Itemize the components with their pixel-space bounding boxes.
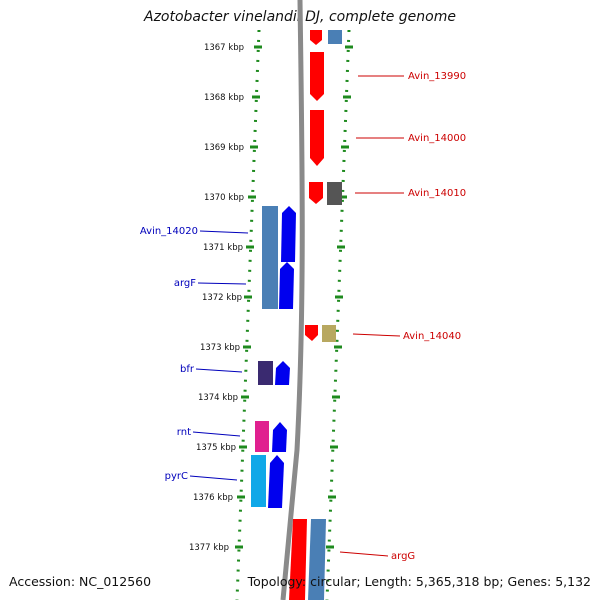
tick-label-1371: 1371 kbp (203, 243, 243, 253)
leader-bfr (195, 368, 243, 373)
chromosome-backbone (280, 0, 305, 600)
gene-bfr-a[interactable] (258, 361, 273, 385)
gene-label-avin-13990[interactable]: Avin_13990 (408, 71, 466, 82)
gene-rnt-a[interactable] (255, 421, 269, 452)
gene-pyrc-a[interactable] (251, 455, 266, 507)
leader-avin-14040 (352, 333, 401, 337)
tick-label-1374: 1374 kbp (198, 393, 238, 403)
tick-label-1375: 1375 kbp (196, 443, 236, 453)
gene-bfr[interactable] (275, 361, 290, 385)
right-axis-line (325, 29, 351, 600)
leader-argg (339, 551, 389, 557)
gene-avin-14040[interactable] (322, 325, 336, 342)
gene-label-avin-14010[interactable]: Avin_14010 (408, 188, 466, 199)
tick-label-1372: 1372 kbp (202, 293, 242, 303)
tick-label-1373: 1373 kbp (200, 343, 240, 353)
gene-label-avin-14000[interactable]: Avin_14000 (408, 133, 466, 144)
leader-avin-14020 (199, 230, 249, 234)
gene-argf[interactable] (279, 262, 294, 309)
gene-avin-14010[interactable] (327, 182, 342, 205)
gene-avin-14000[interactable] (310, 110, 324, 166)
gene-label-argf[interactable]: argF (174, 278, 196, 289)
gene-partial-red[interactable] (310, 30, 322, 45)
gene-avin-13990[interactable] (310, 52, 324, 101)
tick-label-1368: 1368 kbp (204, 93, 244, 103)
gene-label-rnt[interactable]: rnt (177, 427, 191, 438)
gene-label-argg[interactable]: argG (391, 551, 415, 562)
gene-label-pyrc[interactable]: pyrC (165, 471, 188, 482)
axis-ticks-left (235, 45, 262, 549)
gene-label-avin-14020[interactable]: Avin_14020 (140, 226, 198, 237)
left-axis-line (235, 29, 261, 600)
tick-label-1376: 1376 kbp (193, 493, 233, 503)
gene-avin-14020[interactable] (262, 206, 278, 309)
tick-label-1377: 1377 kbp (189, 543, 229, 553)
gene-blue-1[interactable] (281, 206, 296, 262)
gene-rnt[interactable] (272, 422, 287, 452)
gene-label-avin-14040[interactable]: Avin_14040 (403, 331, 461, 342)
tick-label-1370: 1370 kbp (204, 193, 244, 203)
gene-avin-14040-a[interactable] (305, 325, 318, 341)
gene-partial-steelblue[interactable] (328, 30, 342, 44)
gene-argg-a[interactable] (289, 519, 307, 600)
gene-avin-14010-a[interactable] (309, 182, 323, 204)
topology-text: Topology: circular; Length: 5,365,318 bp… (247, 574, 591, 589)
leader-pyrc (189, 475, 238, 481)
gene-pyrc[interactable] (268, 455, 284, 508)
leader-argf (197, 282, 247, 285)
gene-argg[interactable] (308, 519, 326, 600)
gene-label-bfr[interactable]: bfr (180, 364, 195, 375)
leader-rnt (192, 431, 241, 437)
accession-text: Accession: NC_012560 (9, 574, 152, 589)
tick-label-1369: 1369 kbp (204, 143, 244, 153)
axis-ticks-right (326, 45, 353, 549)
tick-label-1367: 1367 kbp (204, 43, 244, 53)
